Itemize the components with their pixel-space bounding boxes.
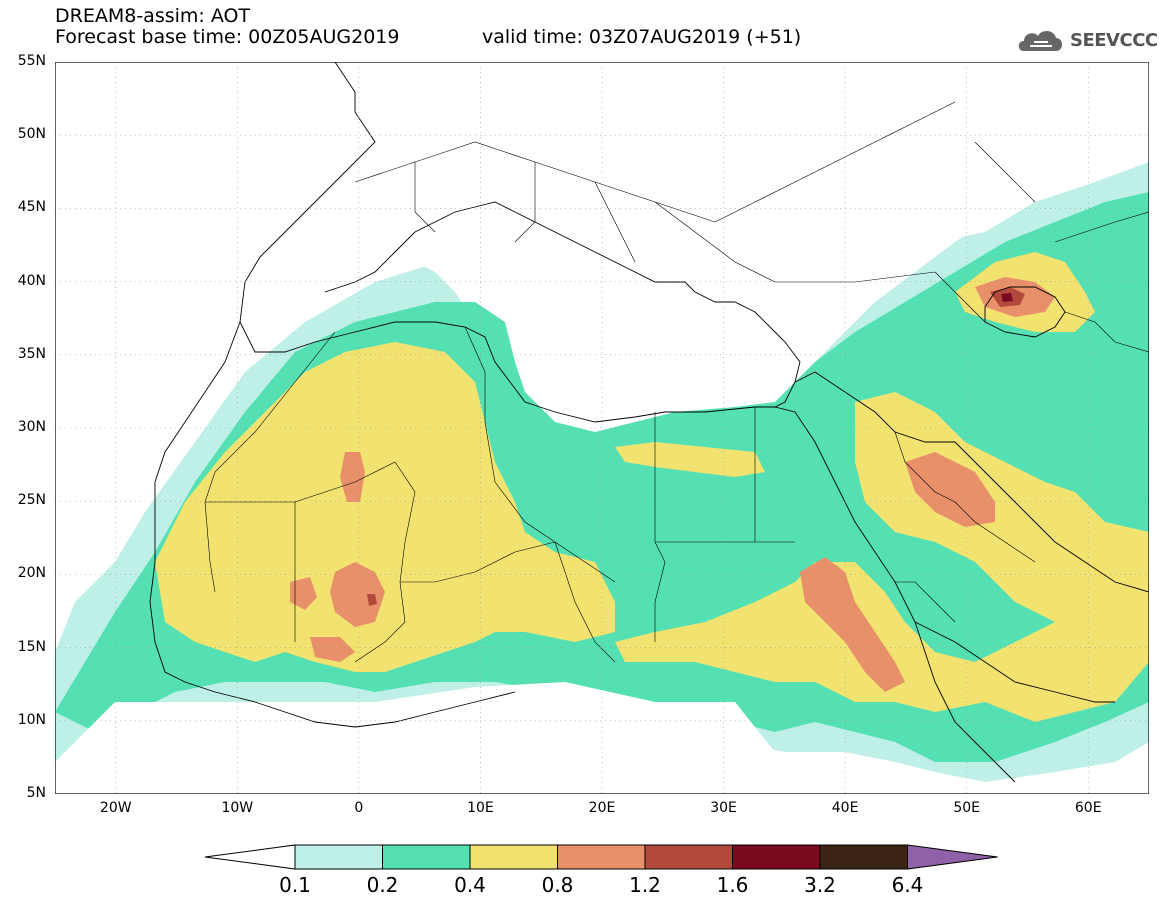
logo-text: SEEVCCC	[1070, 29, 1158, 51]
lon-label: 20E	[588, 800, 616, 816]
colorbar-cell	[557, 844, 646, 870]
clear-region-south	[55, 682, 775, 794]
aot-0.4-region	[155, 342, 615, 672]
colorbar-cell	[732, 844, 821, 870]
lat-label: 50N	[17, 126, 46, 143]
colorbar-cell	[819, 844, 908, 870]
colorbar-label: 6.4	[891, 873, 924, 897]
aot-colorbar	[205, 844, 998, 870]
lon-label: 30E	[710, 800, 737, 816]
lon-label: 50E	[953, 800, 980, 816]
country-borders	[204, 101, 1149, 663]
colorbar-label: 0.4	[454, 873, 486, 897]
aot-1.6-region-caspian	[1001, 293, 1013, 302]
valid-time: valid time: 03Z07AUG2019 (+51)	[482, 26, 802, 48]
cloud-logo-icon	[1018, 30, 1062, 51]
aot-map	[55, 62, 1149, 794]
lat-label: 15N	[17, 638, 46, 655]
lat-lon-grid	[55, 62, 1149, 794]
colorbar-label: 0.2	[366, 873, 399, 897]
lat-label: 5N	[26, 785, 46, 801]
colorbar-cell	[469, 844, 558, 870]
clear-region-north	[225, 62, 1149, 462]
lon-label: 10E	[467, 800, 494, 816]
map-title: DREAM8-assim: AOT	[55, 5, 251, 27]
colorbar-cell	[644, 844, 733, 870]
colorbar-label: 0.8	[541, 873, 574, 897]
lat-label: 20N	[17, 565, 46, 582]
lon-label: 0	[354, 800, 364, 816]
lon-label: 60E	[1074, 800, 1102, 816]
lon-label: 20W	[99, 800, 132, 816]
aot-0.8-region-west	[290, 577, 317, 610]
lat-label: 55N	[17, 53, 46, 69]
lat-label: 10N	[17, 711, 46, 728]
aot-0.8-region-mali	[330, 562, 385, 627]
colorbar-label: 1.2	[629, 873, 661, 897]
aot-0.8-region-gulf	[905, 452, 995, 527]
seevccc-logo: SEEVCCC	[1016, 24, 1158, 56]
colorbar-label: 0.1	[279, 873, 311, 897]
lon-label: 10W	[221, 800, 254, 816]
lat-label: 40N	[17, 272, 46, 289]
lat-label: 25N	[17, 492, 46, 509]
colorbar-label: 1.6	[716, 873, 749, 897]
aot-1.2-region-mali	[367, 594, 377, 606]
aot-0.4-region-libya	[615, 442, 765, 477]
lat-label: 35N	[17, 345, 46, 362]
lon-label: 40E	[831, 800, 859, 816]
aot-0.8-region-redsea	[800, 557, 905, 692]
colorbar-cell	[294, 844, 383, 870]
colorbar-label: 3.2	[804, 873, 836, 897]
forecast-base-time: Forecast base time: 00Z05AUG2019	[55, 26, 400, 48]
aot-0.4-region-east	[615, 532, 1149, 722]
colorbar-cell	[382, 844, 471, 870]
colorbar-right-arrow	[907, 844, 998, 870]
aot-0.8-region-south	[310, 637, 355, 662]
aot-0.4-region-arabia	[855, 392, 1149, 622]
lat-label: 45N	[17, 199, 46, 216]
lat-label: 30N	[17, 419, 46, 435]
colorbar-left-arrow	[205, 844, 296, 870]
aot-0.8-region-algeria	[340, 452, 365, 502]
